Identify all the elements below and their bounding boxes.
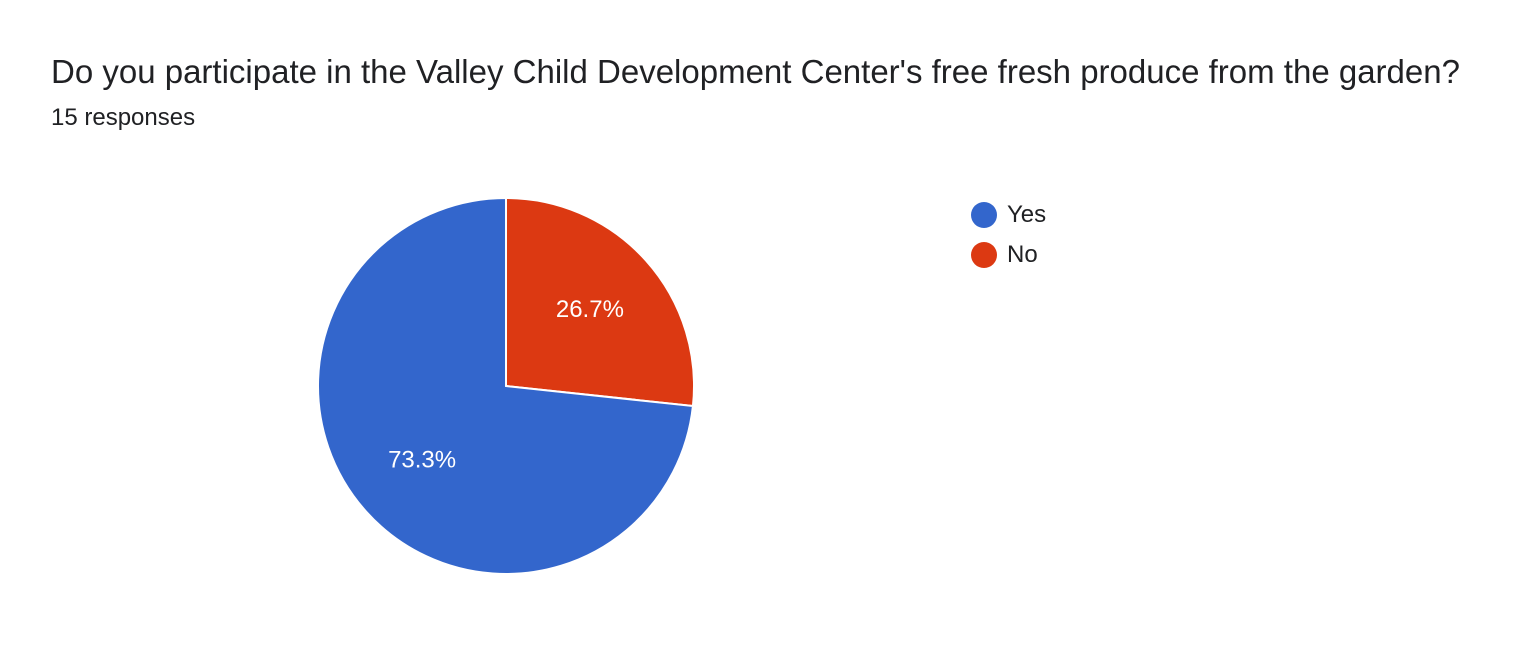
legend-swatch-no <box>971 242 997 268</box>
chart-title: Do you participate in the Valley Child D… <box>51 53 1460 90</box>
legend-item-yes[interactable]: Yes <box>971 195 1046 235</box>
legend-item-no[interactable]: No <box>971 235 1046 275</box>
legend-swatch-yes <box>971 202 997 228</box>
legend-label-yes: Yes <box>1007 201 1047 228</box>
response-count: 15 responses <box>51 104 196 131</box>
legend: Yes No <box>971 195 1046 275</box>
pie-slice-no[interactable] <box>505 196 695 408</box>
legend-label-no: No <box>1007 241 1038 268</box>
slice-label-yes: 73.3% <box>388 447 456 474</box>
pie-slice-yes[interactable] <box>317 196 695 575</box>
slice-label-no: 26.7% <box>556 296 624 323</box>
